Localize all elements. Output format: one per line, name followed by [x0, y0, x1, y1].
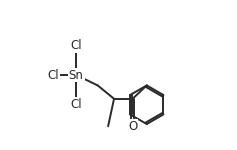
Text: Cl: Cl: [70, 39, 82, 52]
Text: Sn: Sn: [69, 69, 84, 81]
Text: Cl: Cl: [47, 69, 59, 81]
Text: Cl: Cl: [70, 98, 82, 111]
Text: O: O: [128, 120, 137, 133]
